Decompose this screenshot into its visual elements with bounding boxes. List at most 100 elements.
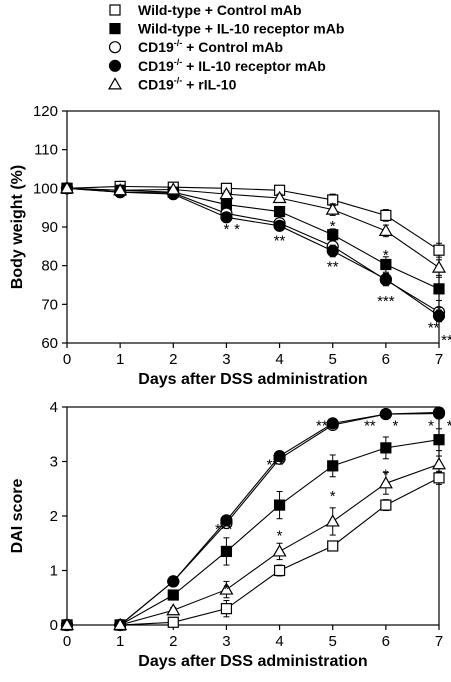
series-cd19_il10r	[60, 406, 446, 632]
series-cd19_ctrl	[60, 407, 446, 632]
significance-mark: *	[279, 205, 285, 222]
x-tick-label: 1	[116, 351, 124, 368]
y-tick-label: 70	[41, 296, 58, 313]
data-point-cd19_ril10	[272, 190, 287, 204]
data-point-cd19_ril10	[219, 582, 234, 595]
data-point-cd19_ril10	[219, 186, 234, 200]
legend-label-cd19_ctrl: CD19-/- + Control mAb	[138, 38, 283, 55]
significance-mark: **	[364, 417, 376, 434]
legend-marker-cd19_ctrl	[108, 41, 122, 54]
y-tick-label: 80	[41, 258, 58, 275]
series-cd19_ril10	[59, 181, 447, 276]
significance-mark: ***	[377, 293, 395, 310]
significance-mark: **	[441, 332, 451, 349]
data-point-wt_il10r	[327, 460, 339, 472]
y-axis-title: DAI score	[9, 479, 26, 554]
significance-mark: *	[224, 581, 230, 598]
data-point-wt_il10r	[273, 205, 286, 218]
x-axis-title: Days after DSS administration	[138, 371, 367, 388]
data-point-wt_il10r	[433, 283, 445, 295]
significance-mark: **	[274, 232, 286, 249]
data-point-cd19_ril10	[378, 223, 393, 236]
series-line-wt_ctrl	[67, 477, 440, 626]
data-point-cd19_ril10	[113, 617, 128, 631]
data-point-cd19_ril10	[59, 181, 75, 194]
body-weight-chart: 0 1 2 3 4 5 6 7 60 70 80 90 100 110 120 Days after DSS …	[9, 103, 451, 388]
data-point-cd19_ril10	[431, 457, 447, 470]
significance-mark: *	[277, 527, 283, 544]
data-point-cd19_ril10	[325, 514, 340, 527]
data-point-cd19_ril10	[431, 260, 447, 273]
data-point-wt_il10r	[167, 589, 179, 601]
data-point-wt_ctrl	[433, 244, 445, 256]
y-tick-label: 120	[33, 103, 58, 120]
data-point-cd19_il10r	[220, 514, 233, 527]
significance-mark: *	[234, 221, 240, 238]
data-point-cd19_ril10	[378, 476, 393, 489]
data-point-cd19_il10r	[379, 407, 392, 421]
data-point-cd19_ril10	[59, 617, 75, 631]
x-tick-label: 5	[329, 351, 337, 368]
legend-marker-wt_ctrl	[109, 4, 121, 16]
x-tick-label: 2	[169, 633, 177, 650]
series-line-cd19_il10r	[66, 187, 440, 317]
data-point-cd19_il10r	[379, 273, 392, 286]
significance-mark: **	[428, 319, 440, 336]
series-cd19_ril10	[59, 455, 447, 631]
legend-label-wt_ctrl: Wild-type + Control mAb	[138, 2, 302, 18]
x-tick-label: 3	[222, 351, 230, 368]
significance-mark: *	[383, 247, 389, 264]
data-point-wt_ctrl	[380, 499, 392, 511]
y-tick-label: 90	[41, 219, 58, 236]
data-point-wt_il10r	[220, 545, 233, 558]
significance-mark: ***	[267, 457, 285, 474]
y-tick-label: 1	[50, 563, 58, 580]
significance-mark: ***	[316, 417, 334, 434]
data-point-cd19_ril10	[166, 182, 181, 195]
significance-mark: *	[436, 302, 442, 319]
significance-mark: ***	[215, 521, 233, 538]
series-wt_il10r	[61, 428, 445, 631]
x-tick-label: 0	[63, 633, 71, 650]
legend-marker-cd19_il10r	[108, 59, 122, 72]
series-line-wt_ctrl	[66, 185, 440, 251]
data-point-wt_il10r	[380, 442, 392, 454]
data-point-cd19_il10r	[167, 575, 180, 588]
significance-mark: *	[428, 417, 434, 434]
data-point-cd19_il10r	[273, 219, 286, 232]
significance-mark: *	[330, 218, 336, 235]
x-tick-label: 0	[63, 351, 71, 368]
significance-mark: *	[330, 488, 336, 505]
data-point-cd19_il10r	[326, 244, 339, 258]
data-point-wt_il10r	[433, 434, 445, 446]
data-point-cd19_ril10	[325, 202, 340, 215]
legend-label-cd19_ril10: CD19-/- + rIL-10	[138, 75, 237, 92]
dai-score-chart: 0 1 2 3 4 5 6 7 0 1 2 3 4 Days after DSS administrati…	[9, 399, 451, 670]
significance-mark: *	[224, 221, 230, 238]
data-point-wt_ctrl	[433, 472, 445, 484]
x-tick-label: 7	[435, 351, 443, 368]
data-point-cd19_il10r	[220, 211, 233, 224]
x-tick-label: 4	[275, 351, 283, 368]
x-tick-label: 7	[435, 633, 443, 650]
data-point-wt_ctrl	[327, 540, 339, 552]
significance-mark: **	[327, 259, 339, 276]
y-tick-label: 3	[50, 454, 58, 471]
y-tick-label: 2	[50, 508, 58, 525]
data-point-wt_ctrl	[167, 616, 179, 628]
data-point-cd19_il10r	[273, 449, 286, 463]
series-line-wt_il10r	[67, 439, 440, 626]
series-wt_ctrl	[61, 470, 445, 631]
data-point-wt_il10r	[380, 258, 392, 271]
y-tick-label: 4	[50, 399, 58, 416]
data-point-wt_ctrl	[380, 209, 392, 221]
x-tick-label: 3	[222, 633, 230, 650]
plot-frame	[66, 406, 440, 626]
legend-marker-cd19_ril10	[107, 77, 123, 90]
y-axis-title: Body weight (%)	[9, 165, 26, 289]
series-line-cd19_il10r	[67, 411, 440, 626]
x-tick-label: 6	[382, 633, 390, 650]
y-tick-label: 60	[41, 335, 58, 352]
x-tick-label: 1	[116, 633, 124, 650]
